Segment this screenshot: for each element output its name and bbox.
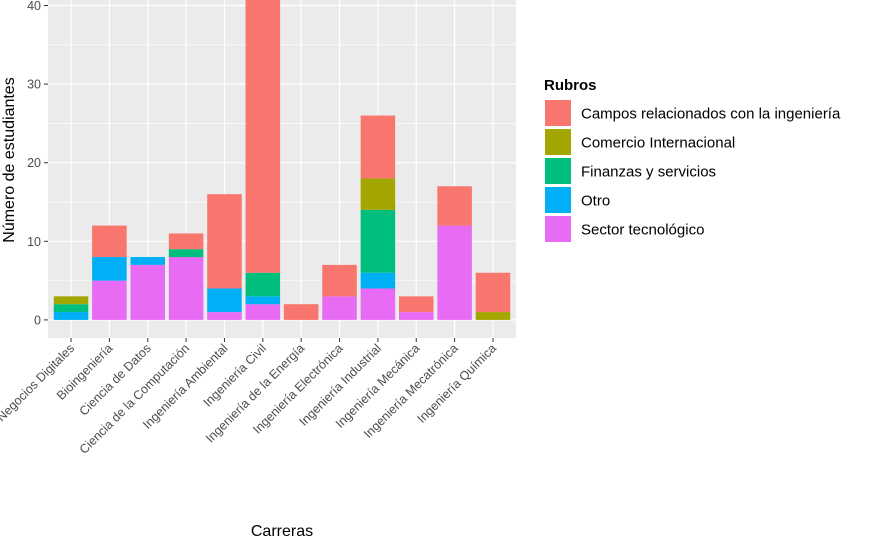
y-tick-label: 0 [34,313,41,327]
legend-label: Otro [581,193,610,210]
bar-segment-campos-relacionados-con-la-ingenieria-ingenieria-quimica [475,272,511,313]
bar-segment-sector-tecnologico-ciencia-de-la-computacion [168,257,204,320]
legend: Rubros Campos relacionados con la ingeni… [544,77,841,242]
y-tick-label: 30 [27,78,41,92]
bar-segment-campos-relacionados-con-la-ingenieria-ingenieria-mecanica [399,296,434,313]
bar-segment-sector-tecnologico-bioingenieria [92,280,127,320]
bar-segment-finanzas-y-servicios-ciencia-de-la-computacion [168,249,204,258]
bar-segment-sector-tecnologico-ingenieria-mecatronica [437,225,472,320]
y-tick-label: 40 [27,0,41,13]
bar-segment-comercio-internacional-negocios-digitales [53,296,89,305]
bar-segment-otro-ingenieria-ambiental [207,288,242,313]
bar-segment-finanzas-y-servicios-negocios-digitales [53,304,89,313]
legend-label: Sector tecnológico [581,222,704,239]
bar-segment-campos-relacionados-con-la-ingenieria-ingenieria-mecatronica [437,186,472,226]
bar-segment-sector-tecnologico-ingenieria-electronica [322,296,357,320]
y-axis: 0 10 20 30 40 [27,0,48,327]
legend-label: Finanzas y servicios [581,164,716,181]
bar-segment-campos-relacionados-con-la-ingenieria-ingenieria-ambiental [207,194,242,289]
bar-segment-comercio-internacional-ingenieria-quimica [475,312,511,320]
bar-segment-otro-bioingenieria [92,257,127,281]
bar-segment-campos-relacionados-con-la-ingenieria-ingenieria-civil [245,0,281,273]
y-tick-label: 10 [27,235,41,249]
bar-segment-campos-relacionados-con-la-ingenieria-ingenieria-industrial [360,115,396,179]
bar-segment-campos-relacionados-con-la-ingenieria-bioingenieria [92,225,127,258]
bar-segment-sector-tecnologico-ingenieria-ambiental [207,312,242,320]
bar-segment-otro-ingenieria-civil [245,296,281,305]
legend-key-comercio-internacional [545,129,571,155]
bar-segment-campos-relacionados-con-la-ingenieria-ingenieria-de-la-energia [283,304,319,320]
bar-segment-finanzas-y-servicios-ingenieria-industrial [360,209,396,273]
legend-key-sector-tecnologico [545,216,571,242]
x-tick-label: Ciencia de Datos [77,341,154,418]
bar-segment-finanzas-y-servicios-ingenieria-civil [245,272,281,297]
y-tick-label: 20 [27,156,41,170]
legend-label: Comercio Internacional [581,135,735,152]
legend-key-campos-relacionados-con-la-ingenieria [545,100,571,126]
bar-segment-sector-tecnologico-ingenieria-civil [245,304,281,320]
bar-segment-comercio-internacional-ingenieria-industrial [360,178,396,210]
legend-label: Campos relacionados con la ingeniería [581,106,841,123]
bar-segment-campos-relacionados-con-la-ingenieria-ciencia-de-la-computacion [168,233,204,250]
bar-segment-sector-tecnologico-ingenieria-mecanica [399,312,434,320]
bar-segment-campos-relacionados-con-la-ingenieria-ingenieria-electronica [322,264,357,297]
legend-key-finanzas-y-servicios [545,158,571,184]
bar-segment-sector-tecnologico-ciencia-de-datos [130,264,165,320]
bars [53,0,511,320]
legend-title: Rubros [544,77,597,94]
bar-segment-otro-ciencia-de-datos [130,257,165,265]
x-axis-title: Carreras [251,523,313,540]
bar-segment-otro-ingenieria-industrial [360,272,396,289]
bar-segment-otro-negocios-digitales [53,312,89,320]
bar-segment-sector-tecnologico-ingenieria-industrial [360,288,396,320]
legend-key-otro [545,187,571,213]
y-axis-title: Número de estudiantes [1,77,18,242]
